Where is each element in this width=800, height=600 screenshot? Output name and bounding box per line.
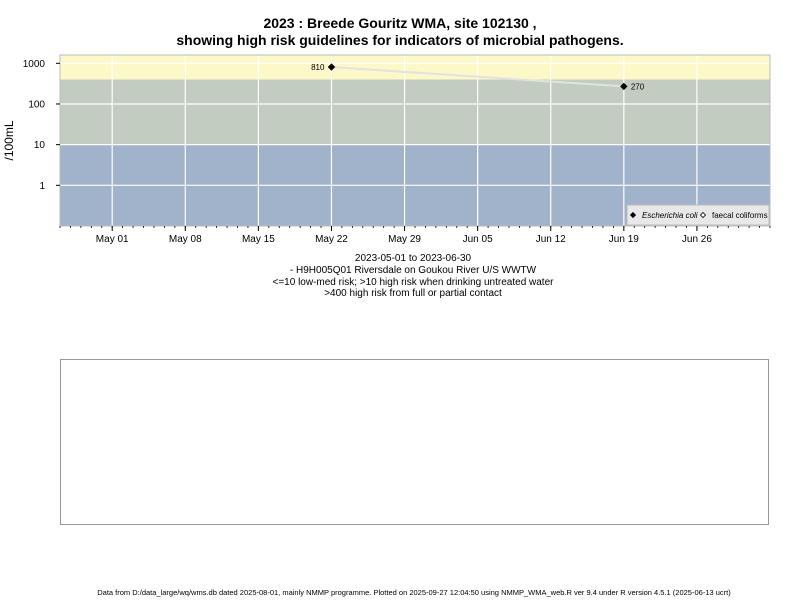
- series-line-0: [331, 66, 624, 88]
- caption-date-range: 2023-05-01 to 2023-06-30: [354, 253, 472, 264]
- legend-marker: [629, 211, 637, 219]
- y-tick-label: 1000: [23, 59, 46, 70]
- risk-band-2: [60, 55, 770, 80]
- x-tick-label: May 08: [169, 234, 202, 245]
- x-tick-label: Jun 12: [536, 234, 566, 245]
- footer-note: Data from D:/data_large/wq/wms.db dated …: [97, 588, 731, 597]
- x-tick-label: May 29: [388, 234, 421, 245]
- y-tick-label: 10: [34, 140, 46, 151]
- y-tick-label: 100: [28, 99, 45, 110]
- chart-title-line-2: showing high risk guidelines for indicat…: [176, 32, 624, 48]
- caption-site: - H9H005Q01 Riversdale on Goukou River U…: [289, 265, 537, 276]
- chart-svg: 1 10 100 1000/100mL May 01 May 08 May 15 May 22…: [2, 54, 771, 245]
- caption-high-risk: >400 high risk from full or partial cont…: [324, 288, 502, 299]
- x-tick-label: May 01: [96, 234, 129, 245]
- x-tick-label: Jun 26: [682, 234, 712, 245]
- empty-plot-panel: [60, 359, 769, 525]
- x-tick-label: Jun 19: [609, 234, 639, 245]
- data-label: 810: [311, 63, 325, 72]
- data-label: 270: [631, 82, 645, 91]
- y-axis-label: /100mL: [2, 120, 16, 160]
- x-tick-label: May 15: [242, 234, 275, 245]
- risk-band-1: [60, 79, 770, 145]
- legend-label: Escherichia coli: [642, 211, 698, 220]
- data-point: [620, 82, 628, 91]
- legend-label: faecal coliforms: [712, 211, 768, 220]
- x-tick-label: Jun 05: [463, 234, 493, 245]
- legend-box: [626, 204, 770, 226]
- legend-marker: [699, 211, 707, 219]
- chart-title-line-1: 2023 : Breede Gouritz WMA, site 102130 ,: [263, 15, 537, 31]
- x-tick-label: May 22: [315, 234, 348, 245]
- y-tick-label: 1: [39, 181, 45, 192]
- caption-low-risk: <=10 low-med risk; >10 high risk when dr…: [272, 277, 554, 288]
- data-point: [327, 63, 336, 71]
